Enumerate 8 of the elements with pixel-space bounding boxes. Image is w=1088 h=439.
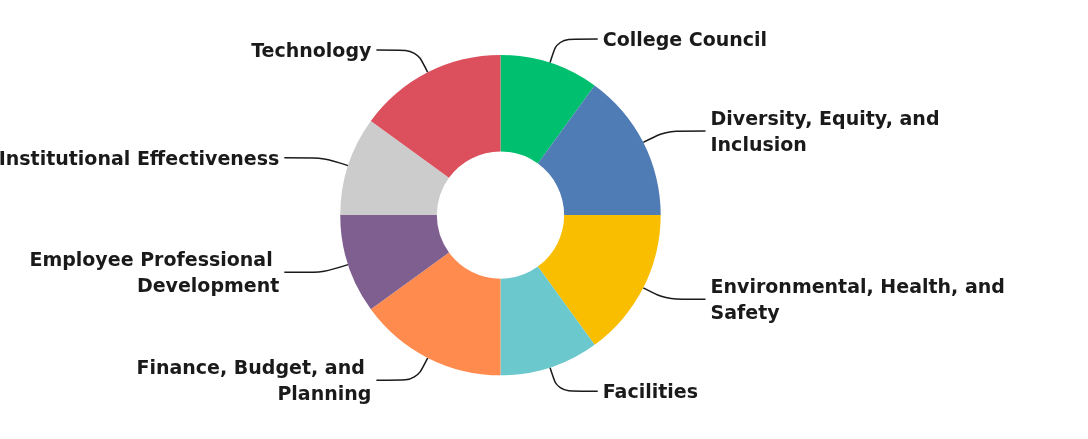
slice-label: Environmental, Health, and Safety — [710, 275, 1012, 324]
slice-label: Finance, Budget, and Planning — [136, 356, 372, 405]
slice-label: Technology — [251, 39, 372, 62]
slice-label: Institutional Effectiveness — [0, 146, 280, 169]
slice-label: Facilities — [602, 380, 698, 403]
slice-label: Diversity, Equity, and Inclusion — [710, 107, 947, 156]
slice-label: Employee Professional Development — [29, 248, 280, 297]
slice-label: College Council — [602, 27, 768, 50]
